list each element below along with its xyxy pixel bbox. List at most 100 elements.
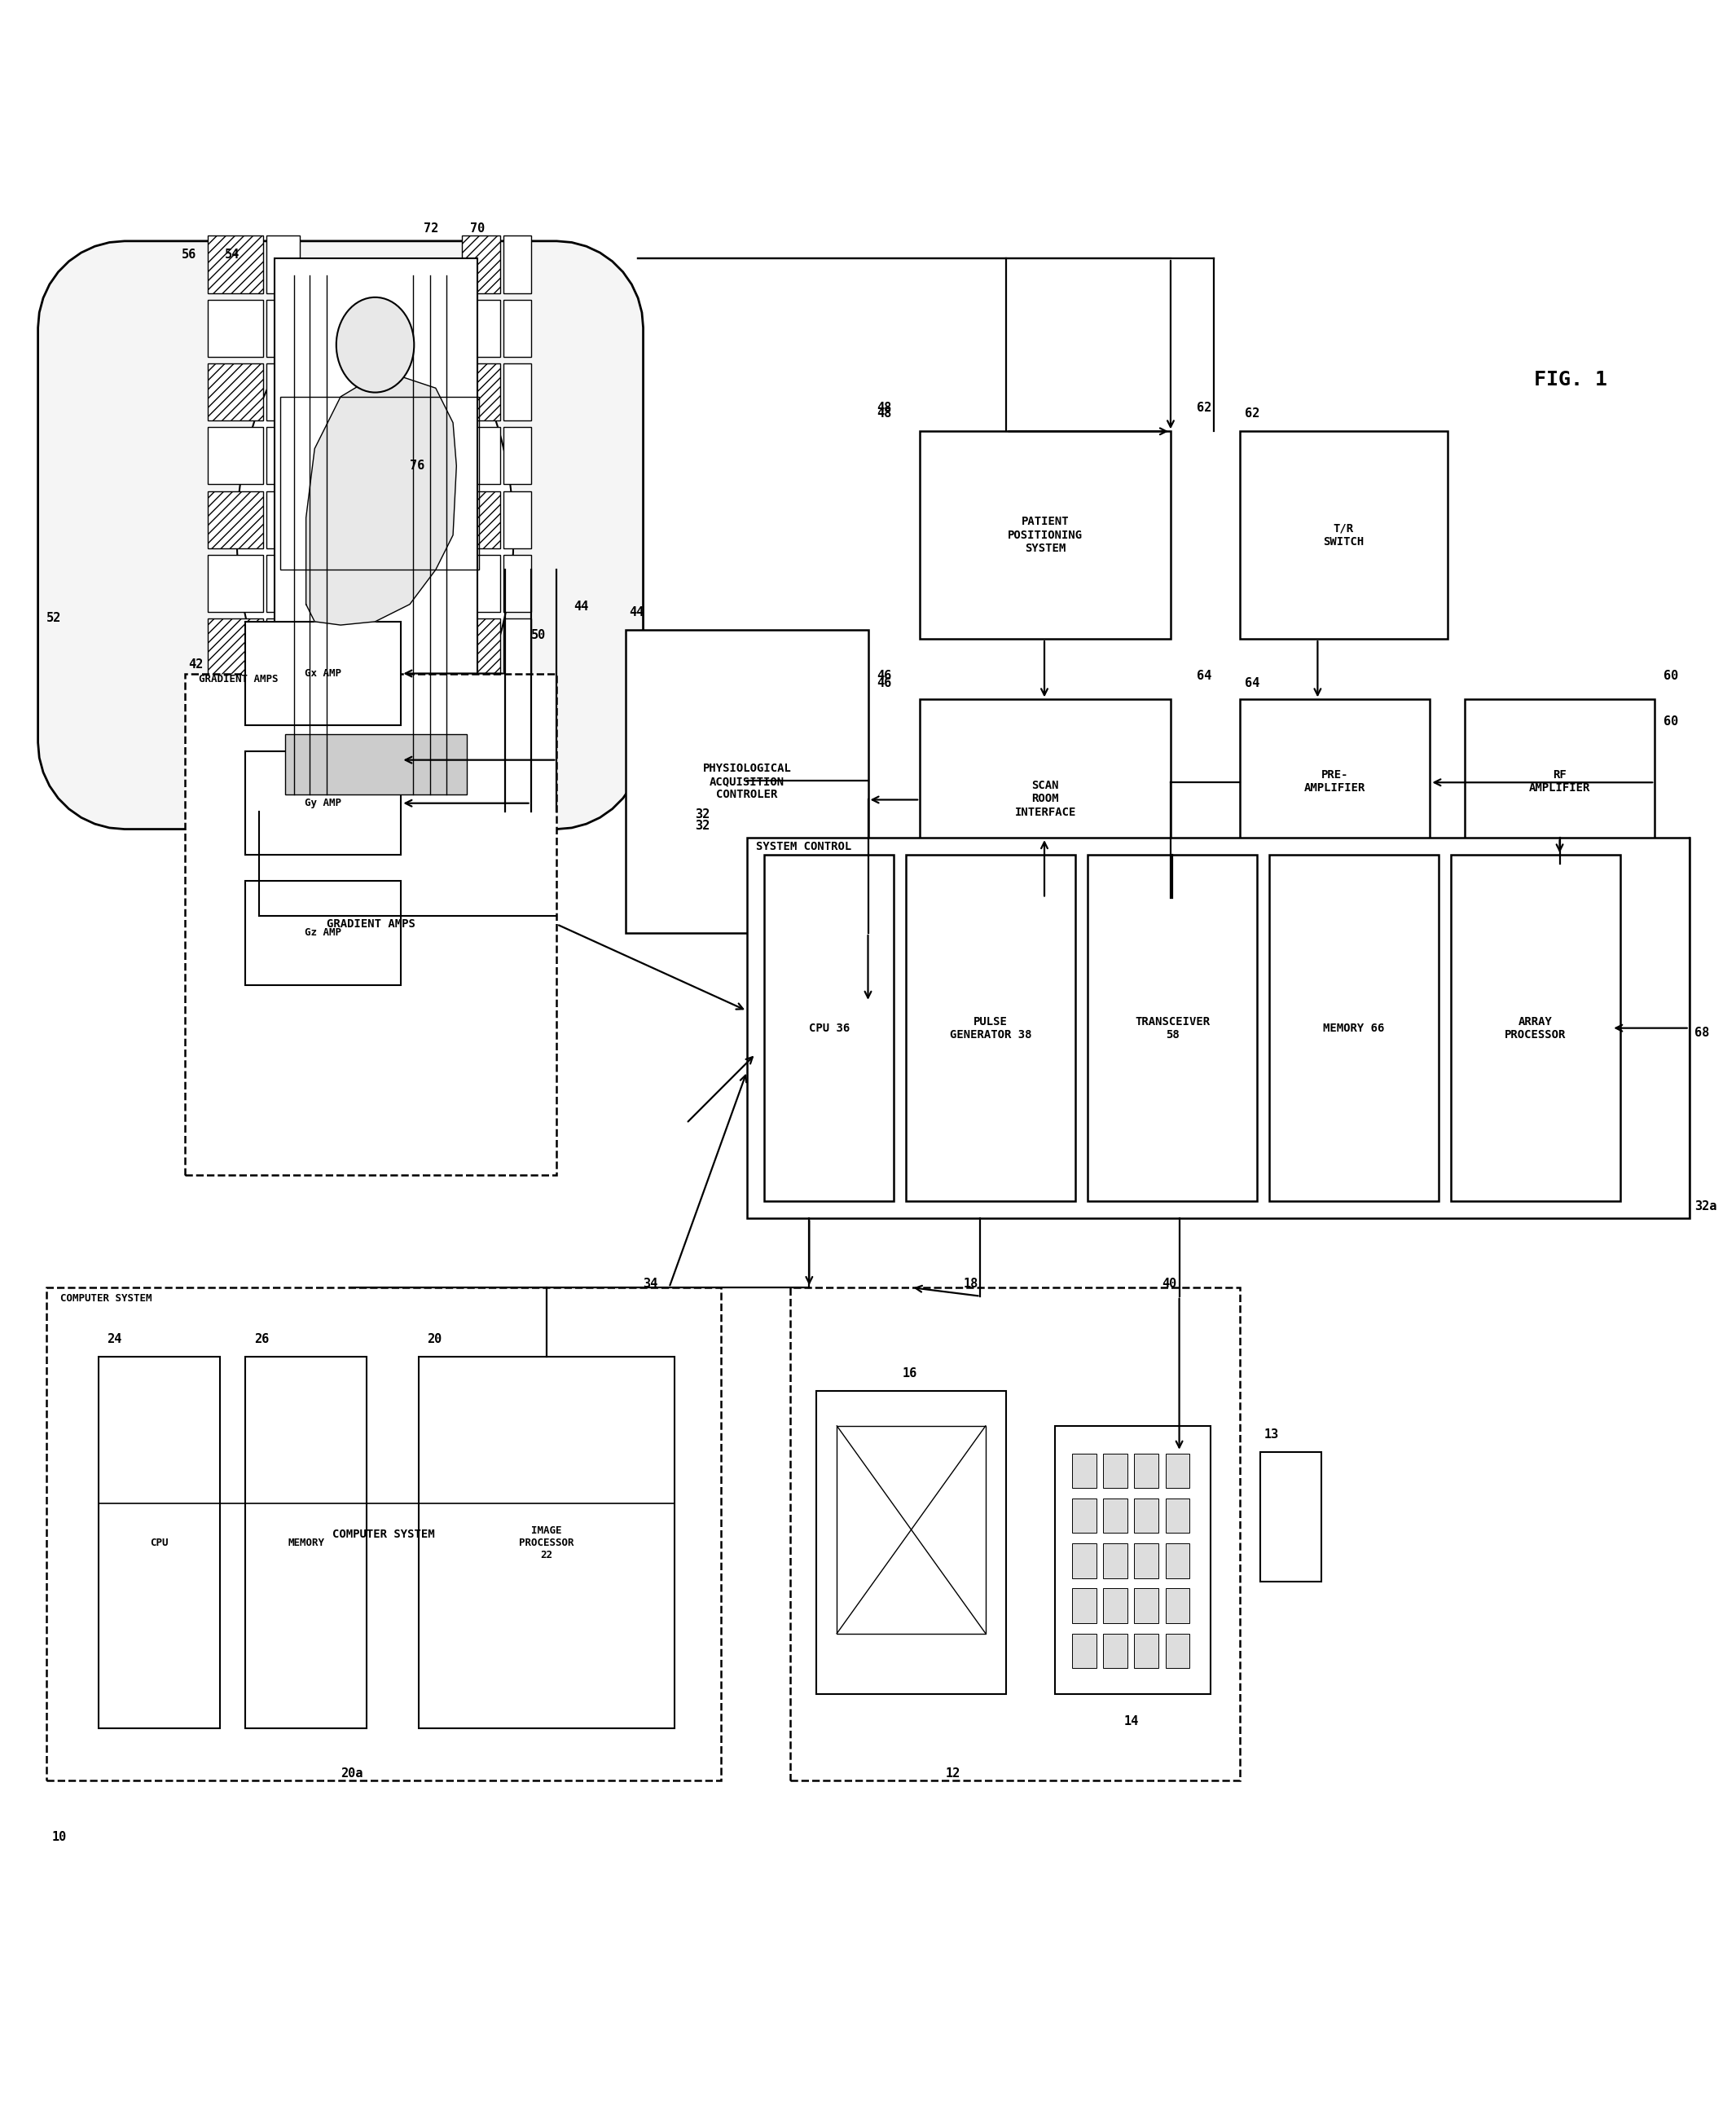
Text: 20a: 20a (340, 1767, 363, 1779)
Text: 32: 32 (694, 820, 710, 831)
Text: SCAN
ROOM
INTERFACE: SCAN ROOM INTERFACE (1014, 780, 1076, 818)
Bar (245, 622, 401, 725)
Text: 32: 32 (694, 807, 710, 820)
Text: GRADIENT AMPS: GRADIENT AMPS (326, 919, 415, 930)
Text: 70: 70 (470, 223, 484, 234)
Bar (462, 554, 500, 611)
Bar (207, 299, 262, 356)
Bar (1055, 1425, 1210, 1695)
Bar (266, 363, 299, 419)
Bar (245, 750, 401, 856)
Text: COMPUTER SYSTEM: COMPUTER SYSTEM (333, 1528, 436, 1539)
Bar (266, 683, 299, 740)
Text: 50: 50 (531, 628, 545, 641)
Bar (503, 363, 531, 419)
Text: TRANSCEIVER
58: TRANSCEIVER 58 (1135, 1016, 1210, 1041)
Text: 44: 44 (575, 601, 589, 613)
Bar (1102, 1543, 1127, 1579)
Bar (462, 683, 500, 740)
Bar (503, 428, 531, 485)
Text: 72: 72 (424, 223, 439, 234)
Text: 16: 16 (903, 1368, 917, 1381)
Bar (207, 363, 262, 419)
Bar (207, 746, 262, 803)
Text: 34: 34 (644, 1277, 658, 1290)
Bar (1134, 1589, 1158, 1623)
Bar (746, 837, 1689, 1218)
Bar (207, 618, 262, 677)
Polygon shape (306, 371, 457, 626)
Bar (1134, 1455, 1158, 1488)
Bar (1240, 700, 1430, 864)
Bar (266, 746, 299, 803)
Ellipse shape (337, 297, 415, 392)
Text: 24: 24 (108, 1332, 122, 1345)
Bar (627, 630, 868, 934)
Text: 48: 48 (877, 407, 892, 419)
Text: 26: 26 (253, 1332, 269, 1345)
Text: 62: 62 (1196, 403, 1212, 413)
Bar (1165, 1589, 1189, 1623)
Text: Gz AMP: Gz AMP (306, 928, 342, 938)
Bar (837, 1425, 986, 1634)
Bar (274, 259, 477, 812)
Bar (920, 432, 1170, 639)
Bar (503, 491, 531, 548)
Bar (1073, 1634, 1095, 1667)
Text: 13: 13 (1264, 1429, 1279, 1440)
Text: RF
AMPLIFIER: RF AMPLIFIER (1529, 769, 1590, 795)
Bar (1073, 1455, 1095, 1488)
Bar (266, 236, 299, 293)
Bar (1102, 1455, 1127, 1488)
Text: COMPUTER SYSTEM: COMPUTER SYSTEM (61, 1292, 153, 1303)
Text: PRE-
AMPLIFIER: PRE- AMPLIFIER (1304, 769, 1366, 795)
Bar (1073, 1543, 1095, 1579)
Bar (279, 396, 479, 569)
Text: 40: 40 (1161, 1277, 1177, 1290)
Bar (245, 1358, 366, 1729)
Bar (462, 428, 500, 485)
Text: MEMORY 66: MEMORY 66 (1323, 1022, 1385, 1033)
Bar (207, 428, 262, 485)
Text: 64: 64 (1245, 677, 1260, 689)
Bar (266, 428, 299, 485)
Text: 44: 44 (630, 607, 644, 620)
Bar (920, 700, 1170, 898)
Bar (186, 672, 557, 1174)
Text: CPU: CPU (149, 1537, 168, 1547)
Bar (462, 491, 500, 548)
Text: 64: 64 (1196, 670, 1212, 683)
Bar (1134, 1634, 1158, 1667)
Bar (1451, 856, 1620, 1202)
Bar (266, 491, 299, 548)
Text: 76: 76 (410, 460, 425, 472)
Bar (503, 554, 531, 611)
Bar (503, 236, 531, 293)
Bar (816, 1391, 1007, 1695)
Bar (1088, 856, 1257, 1202)
Text: IMAGE
PROCESSOR
22: IMAGE PROCESSOR 22 (519, 1524, 575, 1560)
Text: FIG. 1: FIG. 1 (1533, 369, 1608, 390)
Bar (1260, 1452, 1321, 1581)
Bar (99, 1358, 219, 1729)
Text: 42: 42 (189, 658, 203, 670)
Bar (207, 236, 262, 293)
Bar (47, 1288, 720, 1781)
Bar (245, 881, 401, 984)
Bar (1465, 700, 1654, 864)
Text: Gy AMP: Gy AMP (306, 799, 342, 809)
Bar (1165, 1499, 1189, 1533)
Text: 60: 60 (1663, 670, 1679, 683)
Text: 46: 46 (877, 677, 892, 689)
Text: CPU 36: CPU 36 (809, 1022, 849, 1033)
Bar (503, 618, 531, 677)
Text: 54: 54 (224, 249, 240, 261)
Bar (764, 856, 894, 1202)
Text: Gx AMP: Gx AMP (306, 668, 342, 679)
Bar (1240, 432, 1448, 639)
Text: 12: 12 (946, 1767, 960, 1779)
Text: PATIENT
POSITIONING
SYSTEM: PATIENT POSITIONING SYSTEM (1007, 516, 1083, 554)
Bar (1165, 1634, 1189, 1667)
Bar (1134, 1543, 1158, 1579)
Bar (266, 554, 299, 611)
